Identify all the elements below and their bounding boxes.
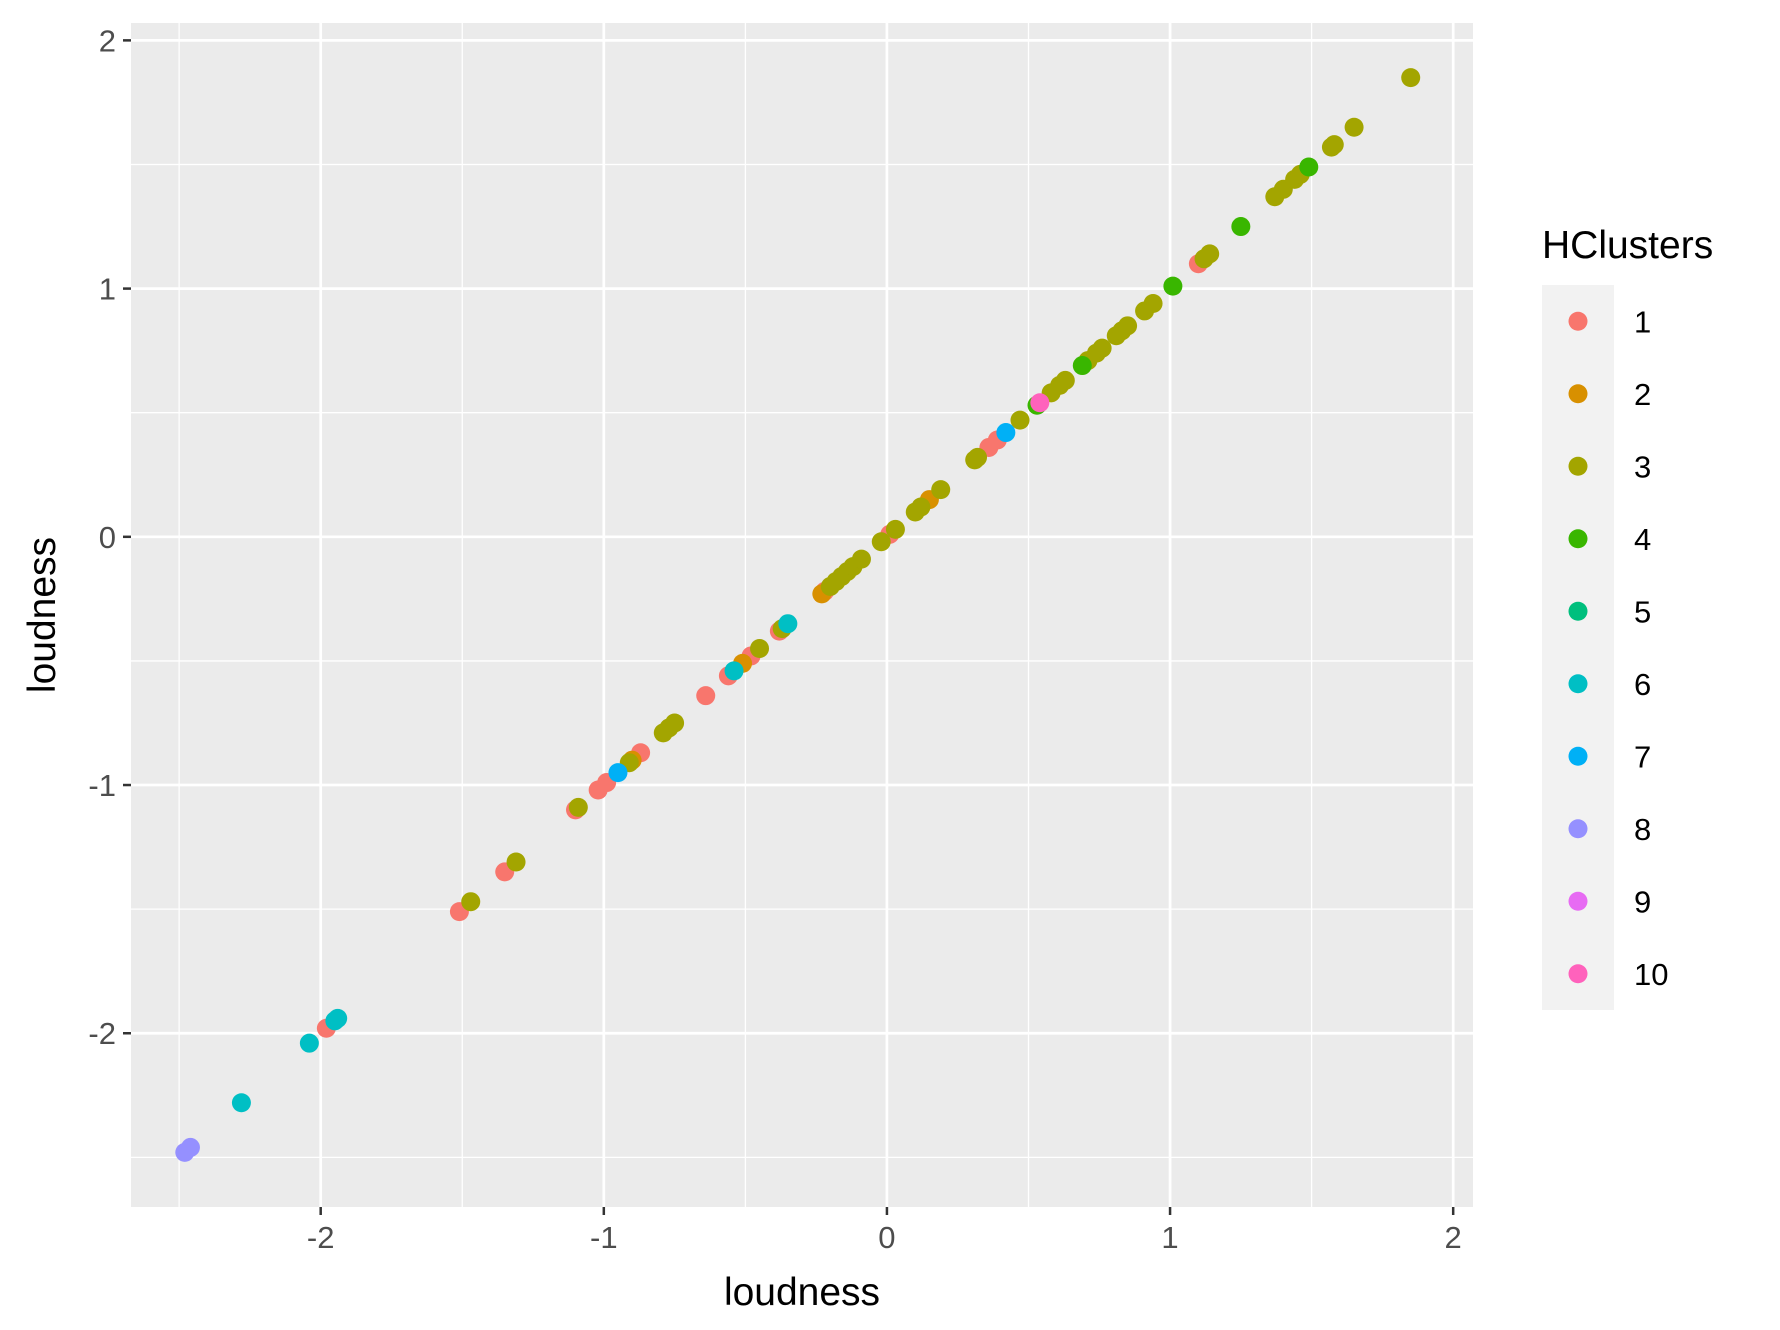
legend-label: 8 bbox=[1634, 812, 1651, 847]
x-axis-title: loudness bbox=[724, 1271, 880, 1314]
major-gridlines bbox=[131, 23, 1473, 1207]
x-tick-label: 0 bbox=[878, 1220, 895, 1255]
legend-key-background bbox=[1542, 285, 1614, 1010]
legend-items: 1 2 3 4 5 6 7 8 9 10 bbox=[1568, 304, 1668, 992]
data-points bbox=[175, 68, 1421, 1162]
x-tick-label: 2 bbox=[1445, 1220, 1462, 1255]
data-point bbox=[931, 480, 951, 500]
legend-label: 5 bbox=[1634, 594, 1651, 629]
legend-key bbox=[1568, 311, 1588, 331]
legend-key bbox=[1568, 746, 1588, 766]
data-point bbox=[299, 1033, 319, 1053]
minor-gridlines bbox=[131, 23, 1473, 1207]
y-tick-label: -2 bbox=[88, 1016, 116, 1051]
y-tick-label: -1 bbox=[88, 768, 116, 803]
legend-key bbox=[1568, 529, 1588, 549]
data-point bbox=[696, 686, 716, 706]
data-point bbox=[996, 423, 1016, 443]
data-point bbox=[1324, 135, 1344, 155]
data-point bbox=[1163, 276, 1183, 296]
legend-key bbox=[1568, 964, 1588, 984]
data-point bbox=[778, 614, 798, 634]
data-point bbox=[1299, 157, 1319, 177]
data-point bbox=[750, 639, 770, 659]
data-point bbox=[180, 1137, 200, 1157]
legend-label: 6 bbox=[1634, 667, 1651, 702]
data-point bbox=[665, 713, 685, 733]
data-point bbox=[1143, 293, 1163, 313]
data-point bbox=[1092, 338, 1112, 358]
data-point bbox=[231, 1093, 251, 1113]
legend-key bbox=[1568, 819, 1588, 839]
data-point bbox=[851, 549, 871, 569]
data-point bbox=[328, 1008, 348, 1028]
y-axis: -2 -1 0 1 2 bbox=[88, 23, 131, 1051]
data-point bbox=[1072, 356, 1092, 376]
legend-label: 9 bbox=[1634, 884, 1651, 919]
legend: HClusters 1 2 3 4 5 6 7 8 9 10 bbox=[1542, 224, 1713, 1010]
data-point bbox=[885, 519, 905, 539]
legend-label: 2 bbox=[1634, 377, 1651, 412]
legend-label: 10 bbox=[1634, 957, 1668, 992]
data-point bbox=[568, 797, 588, 817]
data-point bbox=[1030, 393, 1050, 413]
data-point bbox=[608, 763, 628, 783]
legend-title: HClusters bbox=[1542, 224, 1713, 267]
y-axis-title: loudness bbox=[21, 537, 64, 693]
legend-label: 7 bbox=[1634, 739, 1651, 774]
x-tick-label: -2 bbox=[307, 1220, 335, 1255]
data-point bbox=[968, 447, 988, 467]
data-point bbox=[506, 852, 526, 872]
data-point bbox=[1118, 316, 1138, 336]
data-point bbox=[1200, 244, 1220, 264]
y-tick-label: 1 bbox=[99, 272, 116, 307]
data-point bbox=[1231, 217, 1251, 237]
data-point bbox=[871, 532, 891, 552]
legend-key bbox=[1568, 674, 1588, 694]
legend-key bbox=[1568, 601, 1588, 621]
data-point bbox=[724, 661, 744, 681]
legend-label: 1 bbox=[1634, 304, 1651, 339]
legend-key bbox=[1568, 456, 1588, 476]
x-tick-label: -1 bbox=[590, 1220, 618, 1255]
legend-label: 4 bbox=[1634, 522, 1651, 557]
data-point bbox=[461, 892, 481, 912]
y-tick-label: 0 bbox=[99, 520, 116, 555]
plot-panel bbox=[131, 23, 1473, 1207]
data-point bbox=[1344, 117, 1364, 137]
x-axis: -2 -1 0 1 2 bbox=[307, 1207, 1462, 1255]
data-point bbox=[1401, 68, 1421, 88]
x-tick-label: 1 bbox=[1161, 1220, 1178, 1255]
legend-key bbox=[1568, 891, 1588, 911]
y-tick-label: 2 bbox=[99, 23, 116, 58]
legend-key bbox=[1568, 384, 1588, 404]
legend-label: 3 bbox=[1634, 449, 1651, 484]
data-point bbox=[1055, 370, 1075, 390]
data-point bbox=[1010, 410, 1030, 430]
data-point bbox=[911, 497, 931, 517]
